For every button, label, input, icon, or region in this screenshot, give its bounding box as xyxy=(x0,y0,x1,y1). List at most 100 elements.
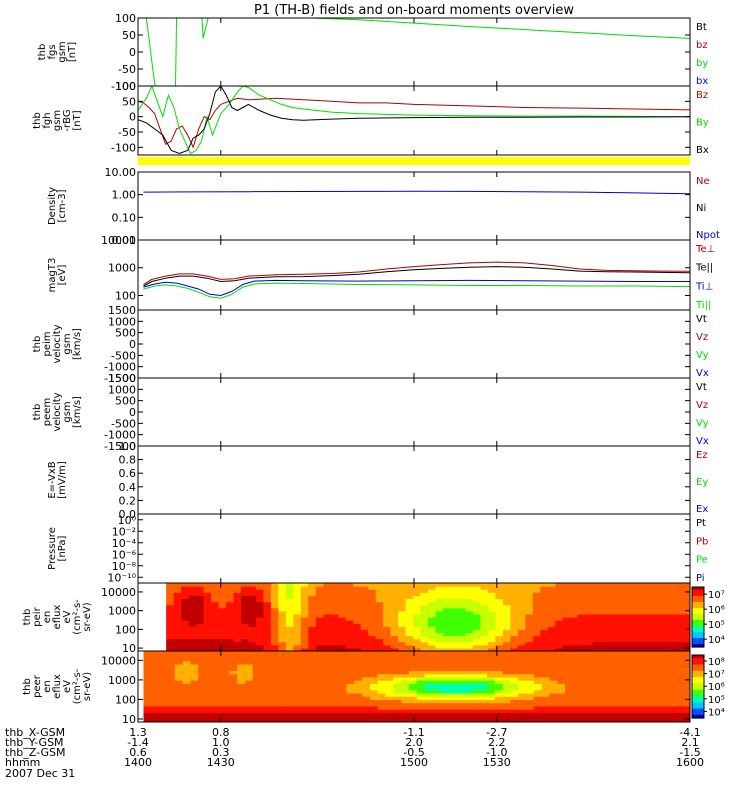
series-temp-2 xyxy=(143,279,690,297)
y-tick-label: 1000 xyxy=(108,315,136,328)
y-tick-label: 100 xyxy=(115,12,136,25)
x-axis-labels: thb_X-GSM 1.3 0.8 -1.1 -2.7 -4.1 thb_Y-GSM -1.4… xyxy=(5,18,704,769)
legend-entry: Ni xyxy=(696,203,706,214)
x-row-value: 2.1 xyxy=(681,736,699,749)
legend-entry: Vx xyxy=(696,368,709,379)
y-tick-label: 100 xyxy=(115,80,136,93)
y-tick-label: -100 xyxy=(111,80,136,93)
panel-density: Ne Ni Npot 10.00 1.00 0.10 0.01 Density [cm-3] xyxy=(47,166,720,247)
y-axis-label: gsm xyxy=(52,110,63,131)
y-axis-label: Density xyxy=(47,187,58,225)
x-row-value: -0.5 xyxy=(403,746,424,759)
x-row-value: 1600 xyxy=(676,756,704,769)
y-tick-label: 10⁻⁴ xyxy=(112,537,137,550)
x-row-value: -1.5 xyxy=(679,746,700,759)
colorbar-tick-label: 10⁵ xyxy=(708,620,725,631)
y-axis-label: fgs xyxy=(47,44,58,59)
y-tick-label: 10000 xyxy=(101,586,136,599)
y-tick-label: 50 xyxy=(122,29,136,42)
y-tick-label: 10 xyxy=(122,713,136,726)
panel-frame-peem xyxy=(137,377,691,447)
y-tick-label: 10000 xyxy=(101,234,136,247)
x-row-value: 1430 xyxy=(207,756,235,769)
y-tick-label: 10⁰ xyxy=(118,514,137,527)
panel-frame-peim xyxy=(137,309,691,379)
y-axis-label: sr-eV) xyxy=(82,602,93,631)
legend-entry: Vy xyxy=(696,418,709,429)
y-tick-label: -1500 xyxy=(104,372,136,385)
panel-frame-fgh xyxy=(137,85,691,156)
y-tick-label: 100 xyxy=(115,623,136,636)
y-tick-label: -500 xyxy=(111,417,136,430)
y-axis-label: thb xyxy=(22,609,33,626)
legend-entry: Vz xyxy=(696,400,708,411)
series-temp-0 xyxy=(143,261,690,285)
x-row-value: 0.6 xyxy=(129,746,147,759)
y-tick-label: 0.8 xyxy=(119,454,137,467)
panel-fgh: Bz By Bx 100 50 0 -50 -100 thb fgh gsm -rBG [nT] xyxy=(32,80,709,156)
y-tick-label: 0.2 xyxy=(119,494,137,507)
y-axis-label: thb xyxy=(32,112,43,129)
y-axis-label: thb xyxy=(32,336,43,353)
y-tick-label: 0.01 xyxy=(112,234,137,247)
x-row-value: -1.0 xyxy=(486,746,507,759)
y-axis-label: peem xyxy=(42,398,53,426)
y-axis-label: eflux xyxy=(52,674,63,699)
y-tick-label: -500 xyxy=(111,349,136,362)
y-axis-label: Pressure xyxy=(47,527,58,570)
y-axis-label: fgh xyxy=(42,112,53,128)
legend-entry: Ey xyxy=(696,477,708,488)
legend-entry: Ne xyxy=(696,176,710,187)
legend-entry: Npot xyxy=(696,230,720,241)
colorbar-tick-label: 10⁷ xyxy=(708,590,725,601)
legend-entry: Vx xyxy=(696,436,709,447)
panel-frame-efield xyxy=(137,445,691,515)
legend-entry: Ti⊥ xyxy=(695,281,713,292)
y-tick-label: 100 xyxy=(115,693,136,706)
x-row-value: 1.0 xyxy=(212,736,230,749)
y-tick-label: 0 xyxy=(129,111,136,124)
date-label: 2007 Dec 31 xyxy=(5,767,75,780)
series-temp-1 xyxy=(143,266,690,287)
y-axis-label: [mV/m] xyxy=(57,461,68,499)
x-row-value: 1400 xyxy=(124,756,152,769)
colorbar-tick-label: 10⁷ xyxy=(708,670,725,681)
colorbar-tick-label: 10⁵ xyxy=(708,695,725,706)
panel-peir: 10⁷ 10⁶ 10⁵ 10⁴ 10000 1000 100 10 thb peir en eflux… xyxy=(22,582,725,655)
x-row-label: thb_Y-GSM xyxy=(5,736,64,749)
legend-entry: Te|| xyxy=(695,263,713,274)
series-density-0 xyxy=(143,190,690,195)
y-tick-label: 0.10 xyxy=(112,211,137,224)
y-axis-label: velocity xyxy=(52,324,63,363)
panel-frame-density xyxy=(137,171,691,241)
legend-entry: Vt xyxy=(696,314,707,325)
colorbar-tick-label: 10⁴ xyxy=(708,635,725,646)
y-axis-label: eV xyxy=(62,680,73,693)
y-axis-label: peer xyxy=(32,674,43,698)
series-fgs-0 xyxy=(201,18,690,39)
x-row-value: 2.0 xyxy=(405,736,423,749)
panel-frame-fgs xyxy=(137,17,691,87)
x-row-value: -1.1 xyxy=(403,726,424,739)
legend-entry: Vz xyxy=(696,332,708,343)
y-axis-label: thb xyxy=(37,44,48,61)
y-axis-label: [nT] xyxy=(67,42,78,62)
panel-frame-temp xyxy=(137,239,691,311)
x-row-value: 1.3 xyxy=(129,726,147,739)
y-axis-label: velocity xyxy=(52,392,63,431)
series-fgh-1 xyxy=(138,86,690,155)
x-row-value: 1500 xyxy=(400,756,428,769)
y-axis-label: sr-eV) xyxy=(82,672,93,701)
legend-entry: Pe xyxy=(696,555,708,566)
y-tick-label: 1000 xyxy=(108,262,136,275)
y-tick-label: 10000 xyxy=(101,654,136,667)
panel-fgs: Bt bz by bx 100 50 0 -50 -100 thb fgs gsm [nT] xyxy=(37,12,708,93)
y-tick-label: -1500 xyxy=(104,440,136,453)
x-row-value: -2.7 xyxy=(486,726,507,739)
y-tick-label: -100 xyxy=(111,141,136,154)
y-tick-label: 0 xyxy=(129,46,136,59)
